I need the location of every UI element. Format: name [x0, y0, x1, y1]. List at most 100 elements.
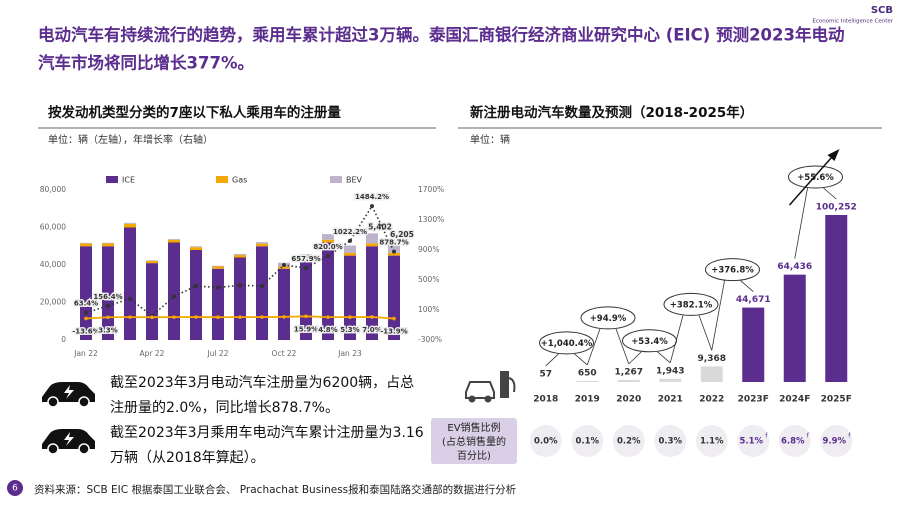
connector [794, 187, 808, 259]
page-badge [7, 480, 23, 496]
x-tick-label: 2023F [738, 395, 769, 405]
y2-tick-label: 100% [418, 305, 439, 314]
ev-share-label: EV销售比例 [447, 421, 500, 434]
bar-value-label: 5,402 [368, 222, 392, 231]
bar-value-label: 1,267 [615, 367, 643, 377]
x-tick-label: 2019 [575, 395, 600, 405]
line-point [326, 254, 330, 258]
bar-segment [234, 257, 246, 340]
bar-segment [80, 242, 92, 244]
bar-segment [234, 253, 246, 256]
line-point [84, 316, 88, 321]
ev-share-bubble [654, 425, 687, 457]
y2-tick-label: 900% [418, 245, 439, 254]
bar-segment [300, 261, 312, 340]
note-text: 截至2023年3月电动汽车注册量为6200辆，占总 [110, 374, 414, 391]
bar-segment [388, 241, 400, 253]
legend-swatch [330, 176, 342, 183]
line-value-label: 3.3% [98, 326, 117, 334]
line-value-label: 820.0% [313, 243, 342, 251]
legend-swatch [216, 176, 228, 183]
logo-subtitle: Economic Intelligence Center [812, 19, 893, 25]
x-tick-label: 2020 [616, 395, 641, 405]
bar-value-label: 100,252 [816, 203, 857, 213]
growth-label: +94.9% [590, 314, 627, 324]
header-title: 汽车市场将同比增长377%。 [38, 53, 254, 73]
bar-value-label: 64,436 [777, 262, 812, 272]
y2-tick-label: -300% [418, 335, 442, 344]
y-tick-label: 20,000 [40, 298, 66, 307]
header-title: 电动汽车有持续流行的趋势，乘用车累计超过3万辆。泰国汇商银行经济商业研究中心 (… [38, 25, 845, 45]
bar-segment [322, 242, 334, 340]
y2-tick-label: 500% [418, 275, 439, 284]
bar-segment [322, 239, 334, 243]
forecast-mark: f [807, 433, 810, 440]
x-tick-label: Jan 23 [337, 349, 362, 358]
bar-segment [256, 246, 268, 340]
growth-callout [539, 331, 594, 355]
growth-callout [580, 306, 636, 330]
logo: SCB [871, 5, 893, 16]
bar-segment [102, 243, 114, 247]
growth-callout [663, 292, 719, 316]
bar-segment [190, 250, 202, 340]
bar-segment [256, 243, 268, 247]
bar-segment [124, 227, 136, 340]
line-value-label: 15.9% [294, 325, 318, 333]
bar-segment [300, 258, 312, 262]
connector [615, 328, 630, 365]
forecast-mark: f [848, 433, 851, 440]
y2-tick-label: 1300% [418, 215, 444, 224]
bar [783, 274, 806, 382]
line-value-label: -13.9% [380, 328, 407, 336]
y-tick-label: 40,000 [40, 260, 66, 269]
source-text: 资料来源：SCB EIC 根据泰国工业联合会、 Prachachat Busin… [34, 483, 517, 496]
note-text: 万辆（从2018年算起）。 [110, 450, 265, 466]
line-point [106, 303, 110, 308]
bar-segment [256, 242, 268, 244]
bar-segment [80, 246, 92, 340]
ev-share-bubble [612, 425, 645, 457]
y-tick-label: 80,000 [40, 185, 66, 194]
bar-segment [388, 252, 400, 256]
chart-title: 新注册电动汽车数量及预测（2018-2025年） [470, 104, 753, 121]
bar-segment [344, 253, 356, 256]
line-point [194, 315, 198, 319]
line-point [128, 315, 132, 319]
line-point [216, 315, 220, 320]
line-point [370, 204, 374, 209]
y-tick-label: 0 [61, 335, 66, 344]
x-tick-label: Apr 22 [140, 349, 165, 358]
line-point [304, 314, 308, 319]
line-point [216, 285, 220, 290]
bar-segment [278, 268, 290, 340]
ev-share-value: 0.3% [658, 437, 682, 447]
connector [823, 187, 837, 200]
line-point [392, 316, 396, 321]
line-value-label: 156.4% [93, 293, 122, 301]
growth-callout [788, 165, 843, 189]
ev-share-bubble [571, 425, 604, 457]
line-value-label: 5.3% [340, 326, 359, 334]
bar-value-label: 650 [578, 368, 597, 378]
bar-segment [80, 243, 92, 247]
bar-segment [102, 242, 114, 244]
bar-segment [190, 246, 202, 248]
connector [698, 315, 713, 351]
bar-value-label: 57 [539, 369, 552, 379]
ev-share-value: 1.1% [700, 437, 724, 447]
ev-share-value: 5.1% [739, 437, 763, 447]
line-point [84, 310, 88, 315]
chart-right-header: 新注册电动汽车数量及预测（2018-2025年） 单位：辆 [458, 104, 882, 146]
ev-share-bubble [737, 425, 770, 457]
line-value-label: -13.6% [72, 328, 99, 336]
bar-segment [344, 245, 356, 253]
bar-value-label: 9,368 [698, 354, 726, 364]
line-value-label: 1484.2% [355, 193, 389, 201]
y-tick-label: 60,000 [40, 223, 66, 232]
forecast-mark: f [765, 433, 768, 440]
ev-share-value: 6.8% [781, 437, 805, 447]
line-point [282, 263, 286, 267]
ev-car-icon [42, 429, 95, 455]
ev-share-label-box [431, 418, 517, 464]
